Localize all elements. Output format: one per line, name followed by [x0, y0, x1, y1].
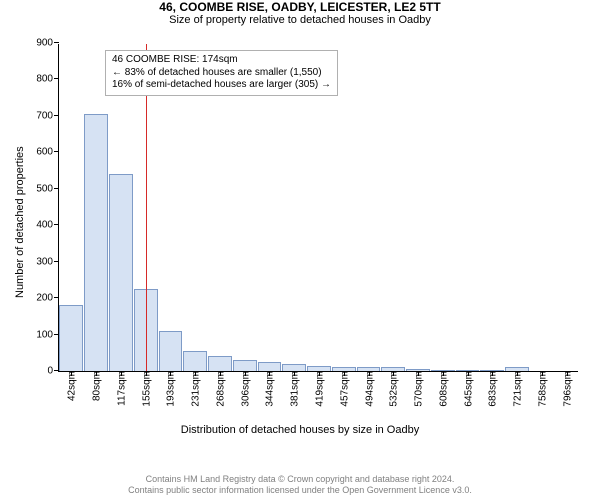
y-tick-label: 700: [36, 110, 59, 121]
y-tick-mark: [54, 115, 59, 116]
callout-line: 46 COOMBE RISE: 174sqm: [112, 54, 331, 67]
callout-line: 16% of semi-detached houses are larger (…: [112, 79, 331, 92]
y-tick-mark: [54, 261, 59, 262]
callout-box: 46 COOMBE RISE: 174sqm← 83% of detached …: [105, 50, 338, 96]
histogram-bar: [258, 362, 282, 371]
y-tick-label: 200: [36, 293, 59, 304]
x-tick-label: 796sqm: [560, 371, 573, 407]
footer-line-1: Contains HM Land Registry data © Crown c…: [0, 474, 600, 485]
histogram-bar: [233, 360, 257, 371]
y-tick-label: 800: [36, 74, 59, 85]
x-tick-label: 457sqm: [337, 371, 350, 407]
histogram-bar: [159, 331, 183, 371]
x-tick-label: 344sqm: [263, 371, 276, 407]
y-tick-mark: [54, 151, 59, 152]
x-tick-label: 381sqm: [288, 371, 301, 407]
x-tick-label: 42sqm: [65, 371, 78, 401]
y-tick-label: 100: [36, 329, 59, 340]
histogram-bar: [84, 114, 108, 371]
y-tick-mark: [54, 334, 59, 335]
x-tick-label: 608sqm: [436, 371, 449, 407]
x-tick-label: 268sqm: [213, 371, 226, 407]
y-tick-label: 400: [36, 220, 59, 231]
footer-line-2: Contains public sector information licen…: [0, 485, 600, 496]
x-axis-label: Distribution of detached houses by size …: [0, 424, 600, 436]
x-tick-label: 117sqm: [114, 371, 127, 406]
histogram-bar: [208, 356, 232, 371]
histogram-bar: [282, 364, 306, 371]
histogram-bar: [183, 351, 207, 371]
y-tick-mark: [54, 42, 59, 43]
histogram-bar: [59, 305, 83, 371]
chart-subtitle: Size of property relative to detached ho…: [0, 14, 600, 26]
x-tick-label: 758sqm: [535, 371, 548, 407]
y-tick-label: 300: [36, 256, 59, 267]
callout-line: ← 83% of detached houses are smaller (1,…: [112, 67, 331, 80]
x-tick-label: 721sqm: [511, 371, 524, 407]
x-tick-label: 419sqm: [313, 371, 326, 407]
x-tick-label: 80sqm: [90, 371, 103, 401]
y-tick-mark: [54, 297, 59, 298]
y-tick-label: 0: [47, 366, 59, 377]
y-tick-mark: [54, 370, 59, 371]
histogram-bar: [109, 174, 133, 371]
x-tick-label: 532sqm: [387, 371, 400, 407]
x-tick-label: 570sqm: [412, 371, 425, 407]
x-tick-label: 306sqm: [238, 371, 251, 407]
chart-title: 46, COOMBE RISE, OADBY, LEICESTER, LE2 5…: [0, 0, 600, 14]
chart-footer: Contains HM Land Registry data © Crown c…: [0, 474, 600, 496]
y-tick-mark: [54, 78, 59, 79]
y-tick-mark: [54, 224, 59, 225]
y-tick-label: 500: [36, 183, 59, 194]
x-tick-label: 494sqm: [362, 371, 375, 407]
x-tick-label: 683sqm: [486, 371, 499, 407]
x-tick-label: 193sqm: [164, 371, 177, 407]
x-tick-label: 155sqm: [139, 371, 152, 407]
chart-container: 46, COOMBE RISE, OADBY, LEICESTER, LE2 5…: [0, 0, 600, 500]
y-tick-mark: [54, 188, 59, 189]
x-tick-label: 231sqm: [189, 371, 202, 407]
y-tick-label: 600: [36, 147, 59, 158]
y-tick-label: 900: [36, 38, 59, 49]
y-axis-label: Number of detached properties: [14, 146, 26, 298]
x-tick-label: 645sqm: [461, 371, 474, 407]
